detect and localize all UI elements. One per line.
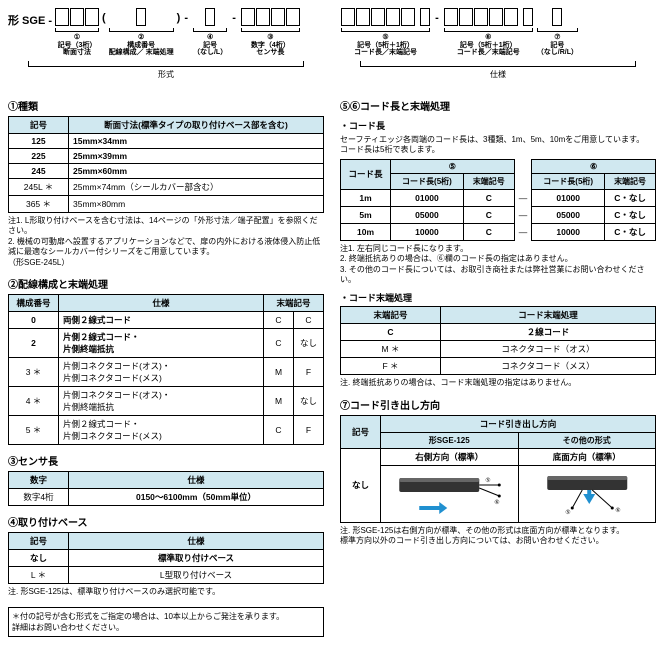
table-row: 4 ＊片側コネクタコード(オス)・ 片側終端抵抗Mなし xyxy=(9,387,324,416)
svg-text:⑥: ⑥ xyxy=(615,507,620,514)
table-row: 245L ＊25mm×74mm（シールカバー部含む） xyxy=(9,179,324,196)
cord-end-table: 末端記号コード末端処理 C２線コードM ＊コネクタコード（オス）F ＊コネクタコ… xyxy=(340,306,656,375)
table-row: 5 ＊片側２線式コード・ 片側コネクタコード(メス)CF xyxy=(9,416,324,445)
section2-table: 構成番号仕様末端記号 0両側２線式コードCC2片側２線式コード・ 片側終端抵抗C… xyxy=(8,294,324,445)
svg-text:⑤: ⑤ xyxy=(565,509,570,516)
section1-title: ①種類 xyxy=(8,98,324,113)
cord-length-subtitle: ・コード長 xyxy=(340,119,656,132)
section7-title: ⑦コード引き出し方向 xyxy=(340,397,656,412)
section1-table: 記号断面寸法(標準タイプの取り付けベース部を含む) 12515mm×34mm22… xyxy=(8,116,324,213)
footnote: ＊付の記号が含む形式をご指定の場合は、10本以上からご発注を承ります。 詳細はお… xyxy=(8,607,324,637)
cord-length-table: コード長 ⑤ ⑥ コード長(5桁)末端記号 コード長(5桁)末端記号 1m010… xyxy=(340,159,656,241)
diagram-bottom-side: ⑤ ⑥ xyxy=(518,465,656,522)
section2-title: ②配線構成と末端処理 xyxy=(8,276,324,291)
cord-length-intro: セーフティエッジ各両端のコード長は、3種類、1m、5m、10mをご用意しています… xyxy=(340,135,656,156)
left-column: ①種類 記号断面寸法(標準タイプの取り付けベース部を含む) 12515mm×34… xyxy=(8,90,324,640)
table-row: 10m10000C—10000C・なし xyxy=(341,223,656,240)
table-row: 3 ＊片側コネクタコード(オス)・ 片側コネクタコード(メス)MF xyxy=(9,358,324,387)
model-format-right: ⑤記号（5桁＋1桁）コード長／末端記号 - ⑥記号（5桁＋1桁）コード長／末端記… xyxy=(340,8,656,80)
table-row: M ＊コネクタコード（オス） xyxy=(341,341,656,358)
model-format-left: 形 SGE - ①記号（3桁）断面寸法 ( ②構成番号配線構成／ 末端処理 ) … xyxy=(8,8,324,80)
section3-title: ③センサ長 xyxy=(8,453,324,468)
cord-end-note: 注. 終端抵抗ありの場合は、コード末端処理の指定はありません。 xyxy=(340,378,656,388)
section7-note: 注. 形SGE-125は右側方向が標準、その他の形式は底面方向が標準となります。… xyxy=(340,526,656,547)
table-row: 22525mm×39mm xyxy=(9,149,324,164)
table-row: 5m05000C—05000C・なし xyxy=(341,206,656,223)
table-row: 12515mm×34mm xyxy=(9,134,324,149)
table-row: 24525mm×60mm xyxy=(9,164,324,179)
svg-text:⑤: ⑤ xyxy=(485,477,490,484)
section3-table: 数字仕様 数字4桁0150～6100mm（50mm単位） xyxy=(8,471,324,506)
cord-end-subtitle: ・コード末端処理 xyxy=(340,291,656,304)
svg-text:⑥: ⑥ xyxy=(494,499,499,506)
model-prefix: 形 SGE - xyxy=(8,8,52,28)
section1-notes: 注1. L形取り付けベースを含む寸法は、14ページの「外形寸法／端子配置」を参照… xyxy=(8,216,324,268)
table-row: 0両側２線式コードCC xyxy=(9,312,324,329)
cord-length-notes: 注1. 左右同じコード長になります。 2. 終端抵抗ありの場合は、⑥欄のコード長… xyxy=(340,244,656,286)
table-row: L ＊L型取り付けベース xyxy=(9,567,324,584)
table-row: 365 ＊35mm×80mm xyxy=(9,196,324,213)
table-row: F ＊コネクタコード（メス） xyxy=(341,358,656,375)
section4-title: ④取り付けベース xyxy=(8,514,324,529)
right-column: ⑤⑥コード長と末端処理 ・コード長 セーフティエッジ各両端のコード長は、3種類、… xyxy=(340,90,656,640)
table-row: C２線コード xyxy=(341,324,656,341)
diagram-right-side: ⑤ ⑥ xyxy=(381,465,519,522)
table-row: 2片側２線式コード・ 片側終端抵抗Cなし xyxy=(9,329,324,358)
section4-note: 注. 形SGE-125は、標準取り付けベースのみ選択可能です。 xyxy=(8,587,324,597)
table-row: 1m01000C—01000C・なし xyxy=(341,189,656,206)
table-row: なし標準取り付けベース xyxy=(9,550,324,567)
section4-table: 記号仕様 なし標準取り付けベースL ＊L型取り付けベース xyxy=(8,532,324,584)
section7-table: 記号コード引き出し方向 形SGE-125その他の形式 なし 右側方向（標準） 底… xyxy=(340,415,656,523)
section56-title: ⑤⑥コード長と末端処理 xyxy=(340,98,656,113)
